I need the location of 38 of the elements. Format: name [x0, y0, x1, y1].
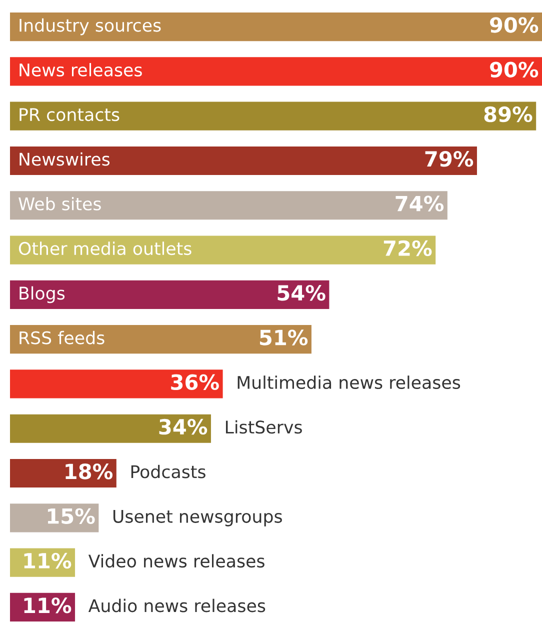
y-tick-label: Video news releases	[88, 554, 264, 568]
data-label: 72%	[384, 240, 432, 256]
data-label: 34%	[159, 418, 208, 435]
bar	[10, 325, 312, 354]
y-tick-label: Podcasts	[131, 464, 206, 478]
data-label: 15%	[48, 508, 95, 524]
bar	[10, 57, 542, 86]
bar	[10, 191, 448, 220]
y-tick-label: Blogs	[20, 286, 65, 304]
y-tick-label: Other media outlets	[18, 242, 192, 256]
y-tick-label: Industry sources	[20, 18, 161, 36]
y-tick-label: Newswires	[20, 152, 110, 166]
bar	[10, 414, 211, 443]
data-label: 79%	[425, 151, 474, 167]
bar	[10, 12, 542, 42]
data-label: 89%	[484, 106, 532, 122]
data-label: 18%	[66, 464, 113, 480]
data-label: 54%	[278, 284, 326, 301]
y-tick-label: RSS feeds	[20, 330, 104, 344]
y-tick-label: Web sites	[18, 196, 101, 210]
data-label: 11%	[24, 552, 72, 569]
y-tick-label: Audio news releases	[88, 598, 266, 612]
data-label: 90%	[490, 17, 538, 33]
bar	[10, 146, 477, 176]
data-label: 74%	[396, 196, 444, 212]
bar	[10, 370, 223, 398]
bar	[10, 280, 330, 309]
bar	[10, 236, 436, 264]
y-tick-label: Multimedia news releases	[238, 376, 460, 390]
data-label: 90%	[490, 62, 538, 78]
y-tick-label: Usenet newsgroups	[113, 510, 282, 526]
y-tick-label: ListServs	[226, 420, 302, 434]
data-label: 11%	[24, 598, 72, 614]
bar	[10, 102, 536, 130]
data-label: 51%	[260, 330, 308, 346]
data-label: 36%	[171, 374, 219, 390]
y-tick-label: News releases	[20, 63, 142, 76]
y-tick-label: PR contacts	[20, 108, 120, 122]
